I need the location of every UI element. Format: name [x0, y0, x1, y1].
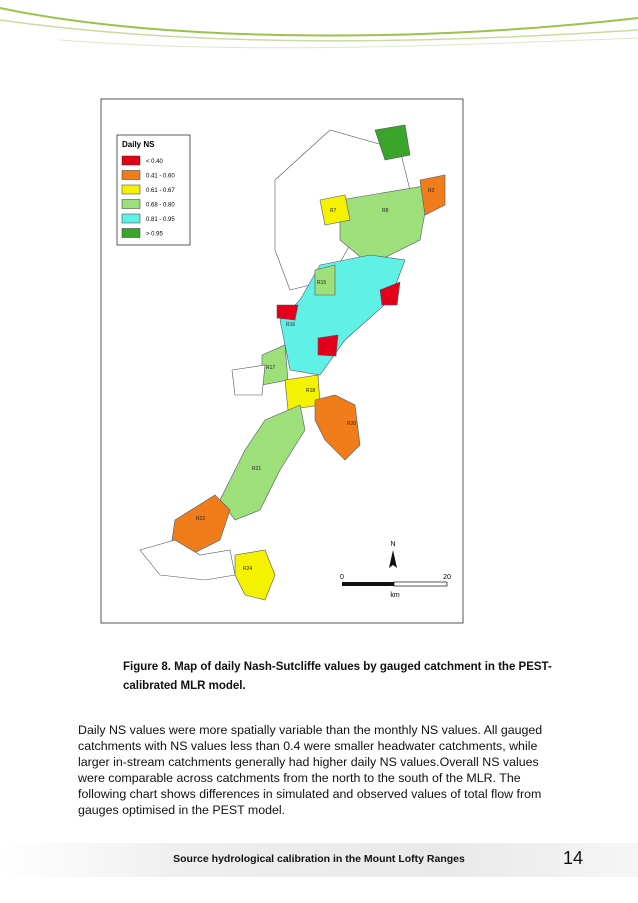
legend-swatch: [121, 199, 141, 209]
body-text: Daily NS values were more spatially vari…: [78, 722, 588, 818]
caption-line: calibrated MLR model.: [123, 680, 246, 692]
scale-start: 0: [340, 574, 344, 581]
legend-swatch: [121, 228, 141, 238]
body-line: Daily NS values were more spatially vari…: [78, 723, 543, 737]
header-decoration: [0, 7, 638, 49]
catchment-label: R8: [382, 208, 389, 214]
body-line: gauges optimised in the PEST model.: [78, 803, 286, 817]
legend-title: Daily NS: [122, 140, 155, 149]
catchment-label: R21: [252, 466, 261, 472]
map-figure: R3 R7 R8 R15 R16 R17 R18 R20 R21 R22 R24 Daily NS …: [100, 98, 464, 624]
catchment-label: R20: [347, 421, 356, 427]
legend-label: 0.61 - 0.67: [146, 188, 175, 194]
catchment-label: R22: [196, 516, 205, 522]
catchment-label: R18: [306, 388, 315, 394]
legend-label: 0.41 - 0.60: [146, 174, 175, 180]
scale-unit: km: [390, 592, 400, 599]
body-line: larger in-stream catchments generally ha…: [78, 755, 539, 769]
legend-swatch: [121, 155, 141, 166]
catchment-label: R15: [317, 280, 326, 286]
body-line: were comparable across catchments from t…: [78, 771, 521, 785]
scale-bar: 0 20 km: [340, 574, 451, 599]
catchment-label: R17: [266, 365, 275, 371]
catchment-label: R24: [243, 566, 252, 572]
catchment-label: R7: [330, 208, 337, 214]
scale-end: 20: [443, 574, 451, 581]
figure-caption: Figure 8. Map of daily Nash-Sutcliffe va…: [123, 658, 563, 696]
legend-swatch: [121, 213, 141, 224]
page-number: 14: [563, 848, 584, 868]
footer-title: Source hydrological calibration in the M…: [173, 853, 465, 865]
body-line: following chart shows differences in sim…: [78, 787, 542, 801]
legend-label: < 0.40: [146, 159, 164, 165]
north-label: N: [390, 541, 395, 548]
catchment-label: R3: [428, 188, 435, 194]
caption-line: Figure 8. Map of daily Nash-Sutcliffe va…: [123, 661, 552, 673]
legend-swatch: [121, 184, 141, 195]
legend-swatch: [121, 170, 141, 180]
legend-label: > 0.95: [146, 232, 164, 238]
legend-label: 0.68 - 0.80: [146, 203, 175, 209]
catchments: [139, 124, 446, 601]
catchment-label: R16: [286, 322, 295, 328]
body-line: catchments with NS values less than 0.4 …: [78, 739, 538, 753]
footer-band: [0, 843, 638, 877]
legend-label: 0.81 - 0.95: [146, 217, 175, 223]
legend: Daily NS < 0.40 0.41 - 0.60 0.61 - 0.67 0.6…: [116, 134, 191, 246]
north-arrow: N: [389, 541, 397, 568]
